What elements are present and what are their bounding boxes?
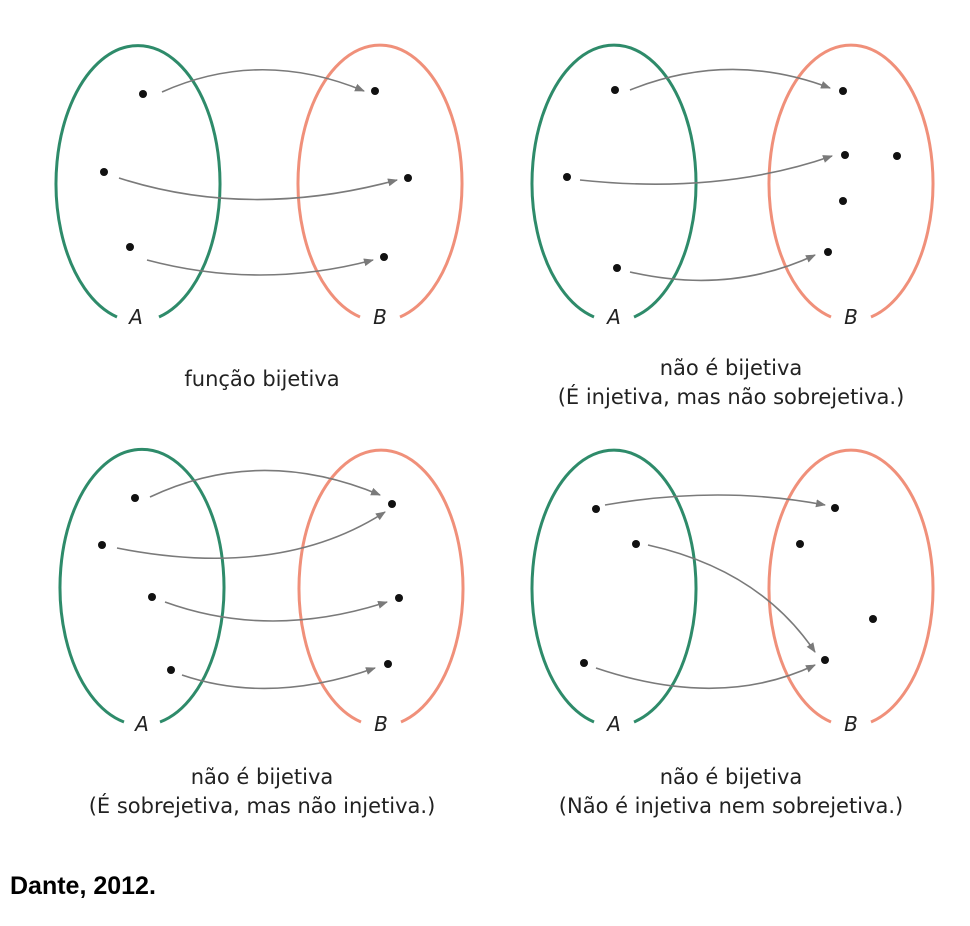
set-b-ellipse [296,43,464,319]
arrows [579,68,833,282]
element-dot [98,541,106,549]
mapping-arrow [118,177,398,201]
element-dot [148,593,156,601]
element-dot [563,173,571,181]
set-a-label: A [127,305,143,329]
set-b-ellipse [767,43,935,319]
panel-bijective: A B [54,43,464,329]
element-dot [131,494,139,502]
mapping-arrow [146,258,374,276]
set-a-ellipse [54,44,222,319]
element-dot [611,86,619,94]
mapping-arrow [164,600,388,622]
element-dot [384,660,392,668]
arrows [595,494,826,690]
caption-line: (Não é injetiva nem sobrejetiva.) [558,794,904,818]
source-citation: Dante, 2012. [10,872,156,900]
set-a-label: A [605,305,621,329]
caption-bijective: função bijetiva [42,365,482,394]
mapping-arrow [629,68,831,91]
element-dot [395,594,403,602]
mapping-arrow [629,254,816,282]
elements [98,494,403,674]
element-dot [139,90,147,98]
caption-line: não é bijetiva [659,765,803,789]
element-dot [839,87,847,95]
element-dot [126,243,134,251]
elements [563,86,901,272]
element-dot [796,540,804,548]
arrows [116,469,388,690]
panel-injective-only: A B [530,43,935,329]
element-dot [388,500,396,508]
elements [100,87,412,261]
elements [580,504,877,667]
set-a-ellipse [530,43,698,319]
mapping-arrow [604,494,826,508]
mapping-arrow [647,544,816,653]
element-dot [841,151,849,159]
element-dot [580,659,588,667]
element-dot [824,248,832,256]
panel-neither: A B [530,448,935,736]
mapping-arrow [595,664,816,690]
mapping-arrow [161,69,365,93]
element-dot [371,87,379,95]
element-dot [380,253,388,261]
element-dot [839,197,847,205]
mapping-arrow [579,155,833,185]
element-dot [821,656,829,664]
set-b-label: B [373,305,387,329]
caption-line: não é bijetiva [659,356,803,380]
mapping-arrow [181,667,376,690]
arrows [118,69,398,276]
mapping-arrow [149,469,381,498]
element-dot [632,540,640,548]
set-b-label: B [844,305,858,329]
set-a-ellipse [58,447,226,724]
element-dot [893,152,901,160]
element-dot [100,168,108,176]
caption-line: (É sobrejetiva, mas não injetiva.) [88,794,436,818]
element-dot [613,264,621,272]
caption-line: (É injetiva, mas não sobrejetiva.) [557,385,905,409]
set-b-ellipse [767,448,935,724]
element-dot [167,666,175,674]
set-a-label: A [605,712,621,736]
set-a-ellipse [530,448,698,724]
caption-line: não é bijetiva [190,765,334,789]
set-a-label: A [133,712,149,736]
set-b-label: B [844,712,858,736]
panel-surjective-only: A B [58,447,465,736]
element-dot [404,174,412,182]
caption-neither: não é bijetiva (Não é injetiva nem sobre… [511,763,951,821]
caption-surjective-only: não é bijetiva (É sobrejetiva, mas não i… [42,763,482,821]
set-b-label: B [374,712,388,736]
caption-injective-only: não é bijetiva (É injetiva, mas não sobr… [511,354,951,412]
set-b-ellipse [297,448,465,724]
element-dot [869,615,877,623]
caption-line: função bijetiva [184,367,340,391]
element-dot [592,505,600,513]
mapping-arrow [116,511,386,559]
element-dot [831,504,839,512]
